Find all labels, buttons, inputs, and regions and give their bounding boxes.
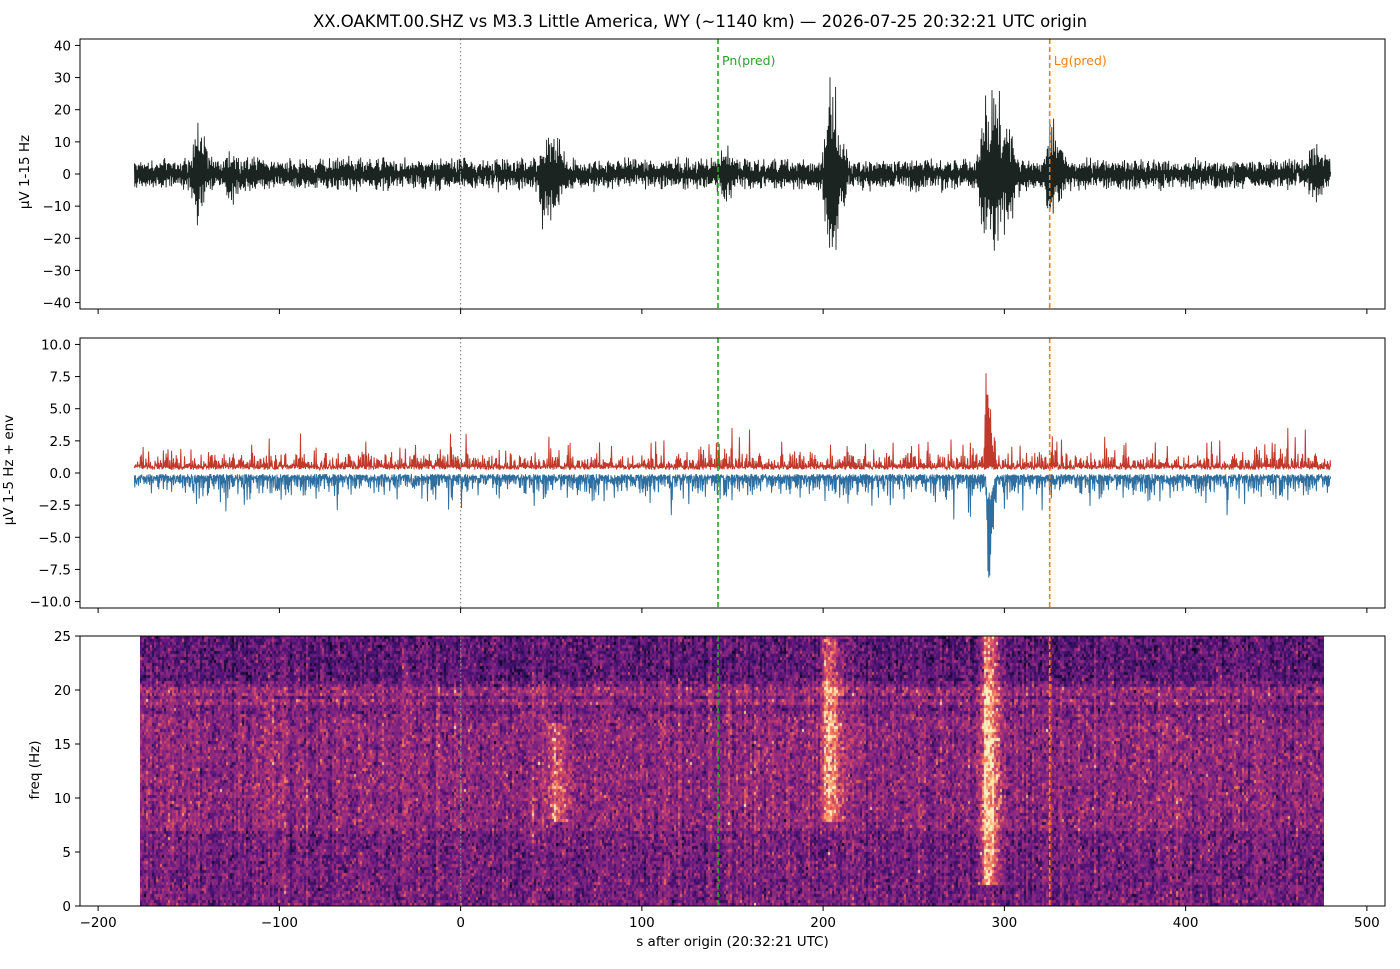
y-tick-label: −5.0: [38, 530, 71, 546]
panel-envelope: 10.0 7.5 5.0 2.5 0.0 −2.5 −5.0 −7.5 −10.0: [30, 337, 1386, 613]
xlabel: s after origin (20:32:21 UTC): [636, 934, 829, 950]
y-tick-label: 7.5: [50, 370, 71, 386]
y-tick-label: −7.5: [38, 562, 71, 578]
broadband-trace: [133, 77, 1332, 251]
y-tick-label: 10.0: [41, 337, 71, 353]
y-tick-label: 20: [54, 683, 71, 699]
panel-broadband: Pn(pred) Lg(pred) 40 30 20 10 0 −10 −20 −30 −40: [43, 38, 1386, 314]
ylabel-envelope: µV 1-5 Hz + env: [1, 414, 17, 526]
y-tick-label: 40: [54, 38, 71, 54]
y-tick-label: 0: [62, 167, 71, 183]
y-tick-label: 0.0: [50, 466, 71, 482]
phase-marker-label: Pn(pred): [722, 53, 775, 68]
ylabel-spectrogram: freq (Hz): [27, 740, 43, 800]
x-tick-label: −200: [80, 915, 117, 931]
x-tick-label: 200: [810, 915, 836, 931]
y-tick-label: −2.5: [38, 498, 71, 514]
y-tick-label: 30: [54, 71, 71, 87]
envelope-trace: [133, 373, 1332, 472]
y-tick-label: 10: [54, 135, 71, 151]
x-tick-label: 0: [456, 915, 465, 931]
panel-spectrogram-frame: [79, 635, 1386, 907]
y-tick-label: −40: [43, 296, 72, 312]
y-tick-label: −10.0: [30, 595, 71, 611]
y-tick-label: −20: [43, 231, 72, 247]
y-tick-label: 25: [54, 629, 71, 645]
y-tick-label: 20: [54, 103, 71, 119]
x-tick-label: 500: [1354, 915, 1380, 931]
phase-marker-label: Lg(pred): [1054, 53, 1107, 68]
y-tick-label: 10: [54, 791, 71, 807]
y-tick-label: 5: [62, 845, 71, 861]
ylabel-broadband: µV 1-15 Hz: [17, 134, 33, 210]
x-tick-label: 400: [1173, 915, 1199, 931]
y-tick-label: 0: [62, 899, 71, 915]
filtered-trace: [133, 473, 1332, 578]
y-tick-label: 2.5: [50, 434, 71, 450]
y-tick-label: −30: [43, 263, 72, 279]
x-tick-label: 100: [629, 915, 655, 931]
y-tick-label: 15: [54, 737, 71, 753]
panel-envelope-frame: [79, 337, 1386, 609]
spectrogram-image: [140, 636, 1324, 906]
y-tick-label: −10: [43, 199, 72, 215]
y-tick-label: 5.0: [50, 402, 71, 418]
chart-title: XX.OAKMT.00.SHZ vs M3.3 Little America, …: [312, 12, 1088, 31]
x-tick-label: 300: [991, 915, 1017, 931]
panel-spectrogram: −200 −100 0 100 200 300 400 500 0 5 10 15 20 25: [54, 629, 1386, 931]
x-tick-label: −100: [261, 915, 298, 931]
